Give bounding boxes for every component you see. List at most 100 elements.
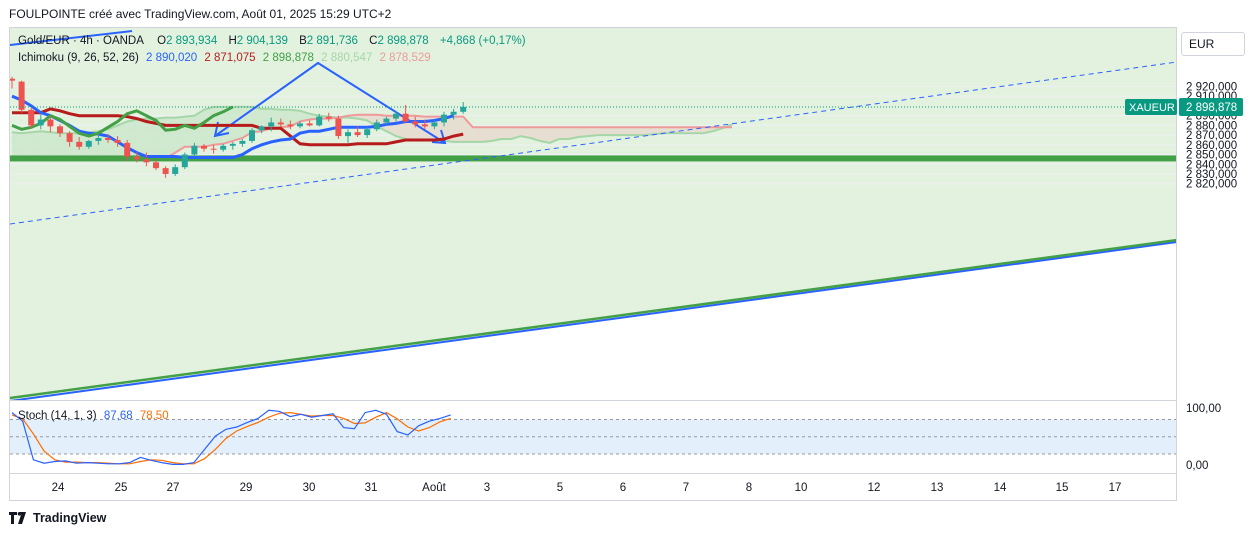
kumo-cloud-segment <box>626 127 636 136</box>
kumo-cloud-segment <box>492 127 502 141</box>
bullish-zone <box>10 28 1176 400</box>
candle-body[interactable] <box>229 143 236 146</box>
kumo-cloud-segment <box>482 127 492 142</box>
senkou-span-a-line <box>11 105 733 144</box>
candle-body[interactable] <box>460 106 467 112</box>
candle-body[interactable] <box>9 78 15 81</box>
candle-body[interactable] <box>393 113 399 119</box>
low-value: 2 891,736 <box>306 35 358 47</box>
candle-body[interactable] <box>306 123 313 126</box>
candle-body[interactable] <box>249 130 255 141</box>
upper-trendline[interactable] <box>10 30 133 46</box>
candle-body[interactable] <box>421 124 428 127</box>
kumo-cloud-segment <box>636 127 646 136</box>
candle-body[interactable] <box>18 81 25 110</box>
candle-body[interactable] <box>373 122 380 130</box>
candle-body[interactable] <box>258 126 265 131</box>
candle-body[interactable] <box>201 145 207 149</box>
stoch-legend[interactable]: Stoch (14, 1, 3) 87,68 78,50 <box>18 410 173 422</box>
trendline-blue[interactable] <box>10 241 1177 401</box>
brand-label: TradingView <box>33 511 107 525</box>
kijun-sen-line <box>12 107 464 147</box>
low-label: B <box>299 35 307 47</box>
candle-body[interactable] <box>316 116 323 126</box>
chikou-span-line <box>11 105 234 138</box>
candle-body[interactable] <box>335 118 342 137</box>
candle-body[interactable] <box>114 139 121 143</box>
candle-body[interactable] <box>95 138 102 141</box>
candle-body[interactable] <box>162 168 169 174</box>
kumo-cloud-segment <box>540 127 550 143</box>
candle-body[interactable] <box>47 119 54 127</box>
candle-body[interactable] <box>181 154 188 168</box>
ohlc-legend: Gold/EUR · 4h · OANDA O2 893,934 H2 904,… <box>18 35 530 47</box>
stoch-label: Stoch (14, 1, 3) <box>18 410 97 422</box>
last-price-tag[interactable]: XAUEUR 2 898,878 <box>1125 98 1243 117</box>
candle-body[interactable] <box>66 133 73 142</box>
candle-body[interactable] <box>345 132 351 137</box>
time-tick-label: 8 <box>746 482 752 494</box>
stoch-k-value: 87,68 <box>103 410 133 422</box>
candle-body[interactable] <box>153 162 159 169</box>
currency-button[interactable]: EUR <box>1181 32 1245 56</box>
kumo-cloud-segment <box>453 116 464 142</box>
stoch-k-line <box>11 409 451 465</box>
kumo-cloud-segment <box>597 127 608 136</box>
candle-body[interactable] <box>297 123 303 127</box>
candle-body[interactable] <box>450 111 457 115</box>
time-tick-label: 24 <box>52 482 65 494</box>
kumo-cloud-segment <box>559 127 569 139</box>
price-tick-label: 2 840,000 <box>1186 159 1237 171</box>
high-value: 2 904,139 <box>236 35 288 47</box>
candle-body[interactable] <box>105 138 111 140</box>
candle-body[interactable] <box>354 132 361 136</box>
candle-body[interactable] <box>57 126 63 134</box>
candle-body[interactable] <box>268 122 275 127</box>
kumo-cloud-segment <box>108 125 118 159</box>
candle-body[interactable] <box>287 124 294 127</box>
kumo-cloud-segment <box>616 127 627 136</box>
dashed-trendline[interactable] <box>10 61 1177 225</box>
time-tick-label: 6 <box>620 482 626 494</box>
candle-body[interactable] <box>383 118 390 123</box>
candle-body[interactable] <box>325 116 332 119</box>
candle-body[interactable] <box>431 122 438 127</box>
ichimoku-chikou-value: 2 898,878 <box>262 52 314 64</box>
ichimoku-label: Ichimoku (9, 26, 52, 26) <box>18 52 139 64</box>
close-label: C <box>369 35 378 47</box>
candle-body[interactable] <box>85 140 92 147</box>
candle-body[interactable] <box>441 114 447 123</box>
chart-title: FOULPOINTE créé avec TradingView.com, Ao… <box>9 7 392 21</box>
ichimoku-kijun-value: 2 871,075 <box>204 52 256 64</box>
candle-body[interactable] <box>124 142 131 157</box>
ichimoku-span-a-value: 2 880,547 <box>321 52 373 64</box>
tradingview-logo[interactable]: TradingView <box>9 510 107 525</box>
candle-body[interactable] <box>191 145 198 155</box>
symbol-label[interactable]: Gold/EUR · 4h · OANDA <box>18 35 144 47</box>
candle-body[interactable] <box>76 141 83 147</box>
candle-body[interactable] <box>37 119 44 126</box>
candle-body[interactable] <box>239 140 246 144</box>
candle-body[interactable] <box>402 113 409 122</box>
candle-body[interactable] <box>143 159 150 163</box>
time-tick-label: 17 <box>1109 482 1122 494</box>
open-label: O <box>157 35 167 47</box>
candle-body[interactable] <box>412 121 419 125</box>
candle-body[interactable] <box>28 109 35 126</box>
kumo-cloud-segment <box>674 127 684 134</box>
trendline-green[interactable] <box>10 238 1177 400</box>
candle-body[interactable] <box>133 156 140 160</box>
ichimoku-legend[interactable]: Ichimoku (9, 26, 52, 26) 2 890,020 2 871… <box>18 52 435 64</box>
stoch-tick-label: 100,00 <box>1186 403 1221 415</box>
kumo-cloud-segment <box>12 132 22 159</box>
stoch-tick-label: 0,00 <box>1186 460 1208 472</box>
candle-body[interactable] <box>364 129 371 136</box>
support-level-line[interactable] <box>10 155 1176 162</box>
candle-body[interactable] <box>172 167 179 174</box>
kumo-cloud-segment <box>501 127 512 139</box>
candle-body[interactable] <box>220 145 227 150</box>
candle-body[interactable] <box>210 148 217 150</box>
candle-body[interactable] <box>277 122 284 125</box>
arrow-head-right <box>431 129 447 145</box>
